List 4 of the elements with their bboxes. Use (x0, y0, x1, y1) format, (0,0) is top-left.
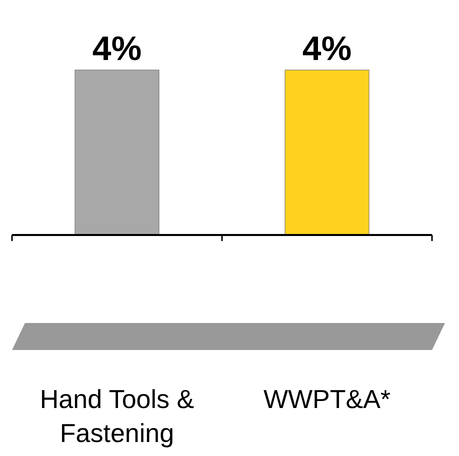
x-tick-label: WWPT&A* (263, 384, 391, 414)
data-label: 4% (302, 30, 352, 68)
data-label: 4% (92, 30, 142, 68)
x-tick-label: Hand Tools & Fastening (40, 384, 194, 448)
